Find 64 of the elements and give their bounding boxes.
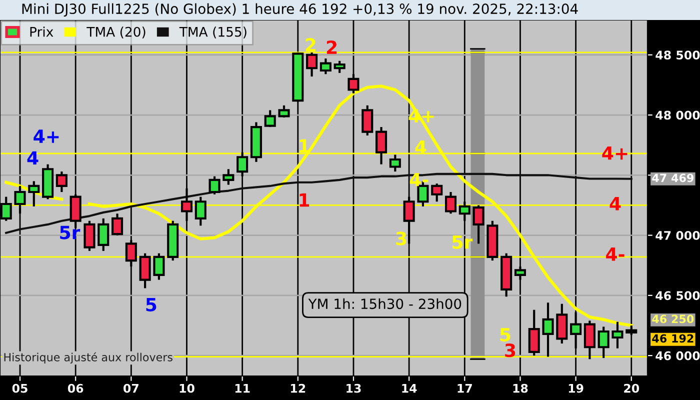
x-tick-label: 18 <box>513 384 528 393</box>
x-tick-label: 19 <box>568 384 584 393</box>
annotation: 2 <box>306 38 316 52</box>
legend-label: Prix <box>30 26 54 37</box>
annotation: 2 <box>326 40 337 54</box>
candlestick <box>472 204 484 245</box>
x-tick-label: 20 <box>624 384 640 393</box>
text: 47 469 <box>652 174 694 182</box>
candlestick <box>84 220 96 252</box>
candlestick <box>112 212 124 236</box>
candlestick <box>320 57 332 76</box>
candlestick <box>153 252 165 281</box>
annotation: 3 <box>396 232 406 246</box>
x-tick-label: 05 <box>12 384 28 393</box>
y-tick-label: 48 000 <box>656 110 700 120</box>
y-tick-label: 46 000 <box>656 351 700 360</box>
x-tick-label: 10 <box>180 384 194 393</box>
annotation: Historique ajusté aux rollovers <box>4 352 172 364</box>
y-tick-label: 48 500 <box>656 50 700 60</box>
x-tick-label: 06 <box>68 384 84 393</box>
candlestick <box>139 252 151 290</box>
chart-title: Mini DJ30 Full1225 (No Globex) 1 heure 46 192 +0,13 % 19 nov. 2025, 22:13:04 <box>22 3 578 17</box>
candlestick <box>98 217 110 252</box>
candlestick <box>264 109 276 128</box>
annotation: 5 <box>146 298 156 312</box>
candlestick <box>28 180 40 208</box>
candlestick <box>376 126 388 166</box>
annotation: YM 1h: 15h30 - 23h00 <box>308 298 462 310</box>
annotation: 1 <box>300 193 310 207</box>
text: 46 250 <box>652 314 694 324</box>
x-tick-label: 07 <box>124 384 138 393</box>
candlestick <box>208 175 220 196</box>
candlestick <box>306 51 318 78</box>
candlestick <box>278 104 290 118</box>
candlestick <box>612 320 624 350</box>
legend-label: TMA (20) <box>86 26 146 38</box>
x-tick-label: 12 <box>291 384 306 393</box>
candlestick <box>362 104 374 137</box>
candlestick <box>584 320 596 360</box>
annotation: 5 <box>500 328 510 342</box>
candlestick <box>194 196 206 227</box>
candlestick <box>222 168 234 186</box>
candlestick <box>431 182 443 203</box>
annotation: 4 <box>27 151 38 164</box>
x-tick-label: 13 <box>346 384 361 393</box>
candlestick <box>389 154 401 173</box>
candlestick <box>528 308 540 357</box>
legend-label: TMA (155) <box>179 26 246 38</box>
x-tick-label: 17 <box>458 384 472 393</box>
text: 46 192 <box>652 334 694 343</box>
annotation: 3 <box>505 344 516 358</box>
y-tick-label: 46 500 <box>656 291 700 300</box>
annotation: 4- <box>410 172 428 186</box>
x-tick-label: 11 <box>235 384 250 393</box>
y-tick-label: 47 000 <box>656 231 700 240</box>
x-tick-label: 14 <box>402 384 417 393</box>
candlestick <box>334 60 346 74</box>
candlestick <box>598 326 610 360</box>
candlestick <box>444 190 457 215</box>
annotation: 4 <box>415 140 426 154</box>
annotation: 5r <box>60 226 80 240</box>
candlestick <box>542 302 554 358</box>
annotation: 4+ <box>34 130 59 143</box>
candlestick <box>56 170 68 194</box>
